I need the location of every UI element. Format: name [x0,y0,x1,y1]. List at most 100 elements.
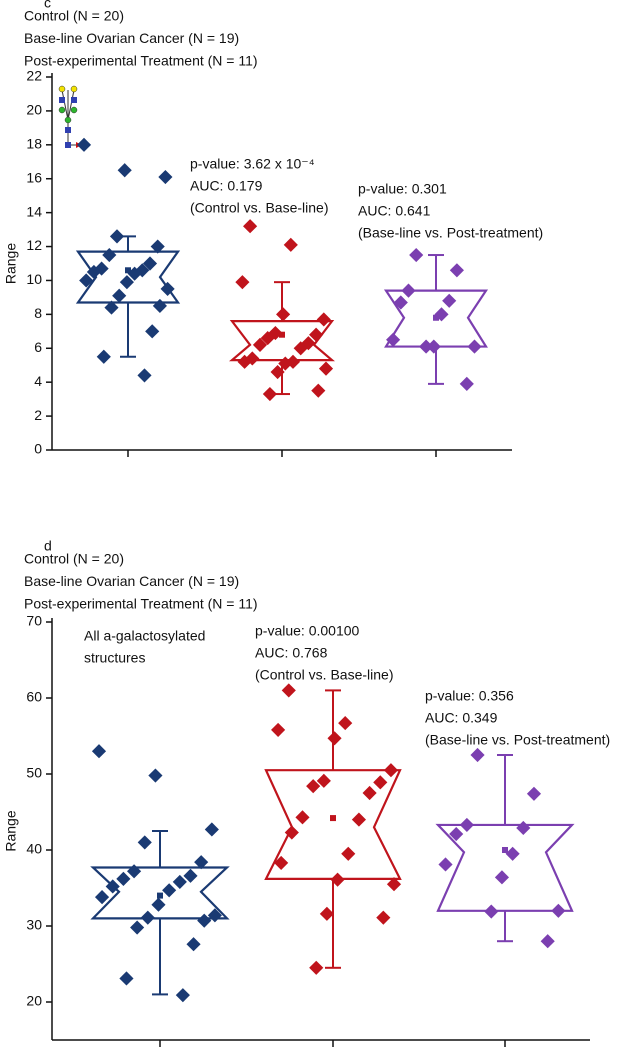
data-point [284,825,299,840]
data-point [152,298,167,313]
annotation: p-value: 0.00100 [255,623,360,639]
annotation: (Base-line vs. Post-treatment) [425,732,610,748]
data-point [119,971,134,986]
data-point [338,716,353,731]
data-point [316,312,331,327]
annotation: AUC: 0.349 [425,710,498,726]
data-point [148,768,163,783]
data-point [426,339,441,354]
annotation: (Control vs. Base-line) [255,667,394,683]
data-point [162,883,177,898]
data-point [362,785,377,801]
data-point [459,376,474,391]
data-point [160,281,175,297]
data-point [172,874,187,889]
legend-entry: Post-experimental Treatment (N = 11) [24,596,258,612]
data-point [505,846,520,861]
data-point [467,339,482,354]
annotation: structures [84,650,145,666]
data-point [175,988,190,1003]
data-point [278,356,293,371]
annotation: AUC: 0.641 [358,203,431,219]
mean-marker [157,892,163,899]
data-point [540,934,555,949]
data-point [204,822,219,837]
y-tick-label: 8 [34,305,42,321]
data-point [137,835,152,850]
data-point [281,683,296,698]
data-point [306,779,321,794]
notched-box [435,823,575,912]
data-point [419,339,434,354]
annotation: p-value: 0.356 [425,688,514,704]
data-point [401,283,416,298]
data-point [127,266,142,281]
y-tick-label: 14 [26,203,42,219]
mean-marker [433,314,439,321]
data-point [319,906,334,921]
annotation: AUC: 0.768 [255,645,328,661]
annotation: (Control vs. Base-line) [190,200,329,216]
mean-marker [330,815,336,822]
data-point [94,890,110,905]
data-point [109,229,125,244]
data-point [102,247,117,263]
notched-box [75,250,181,304]
data-point [409,247,424,263]
y-tick-label: 40 [26,841,42,857]
data-point [130,920,145,935]
data-point [516,820,531,836]
data-point [243,219,258,234]
data-point [311,383,326,398]
y-axis-label: Range [3,243,19,284]
data-point [309,960,324,975]
data-point [127,864,142,879]
data-point [119,275,134,290]
data-point [270,364,285,380]
data-point [235,275,250,290]
y-tick-label: 20 [26,102,42,118]
data-point [386,877,402,892]
y-tick-label: 60 [26,689,42,705]
y-tick-label: 12 [26,237,42,253]
data-point [186,937,201,952]
data-point [295,810,310,825]
annotation: (Base-line vs. Post-treatment) [358,225,543,241]
data-point [112,288,127,303]
y-tick-label: 30 [26,917,42,933]
y-tick-label: 4 [34,373,42,389]
data-point [207,908,222,923]
annotation: p-value: 0.301 [358,181,447,197]
glycan-icon [58,85,82,148]
data-point [86,264,101,280]
notched-box [383,289,489,348]
data-point [341,846,356,861]
y-tick-label: 18 [26,136,42,152]
data-point [330,872,345,887]
annotation: p-value: 3.62 x 10⁻⁴ [190,156,315,172]
data-point [283,237,298,252]
data-point [526,786,542,801]
data-point [194,855,209,870]
mean-marker [502,847,508,853]
data-point [158,169,173,185]
y-tick-label: 22 [26,68,42,84]
data-point [373,775,388,790]
data-point [104,300,119,315]
data-point [484,904,499,919]
data-point [494,870,510,885]
y-tick-label: 2 [34,407,42,423]
data-point [237,354,252,369]
data-point [151,897,166,912]
data-point [274,855,289,870]
data-point [262,386,277,402]
panel-label: c [44,0,51,11]
y-tick-label: 6 [34,339,42,355]
y-tick-label: 20 [26,993,42,1009]
data-point [79,273,94,288]
data-point [183,868,198,883]
mean-marker [279,331,285,338]
data-point [309,327,324,342]
data-point [386,332,401,347]
